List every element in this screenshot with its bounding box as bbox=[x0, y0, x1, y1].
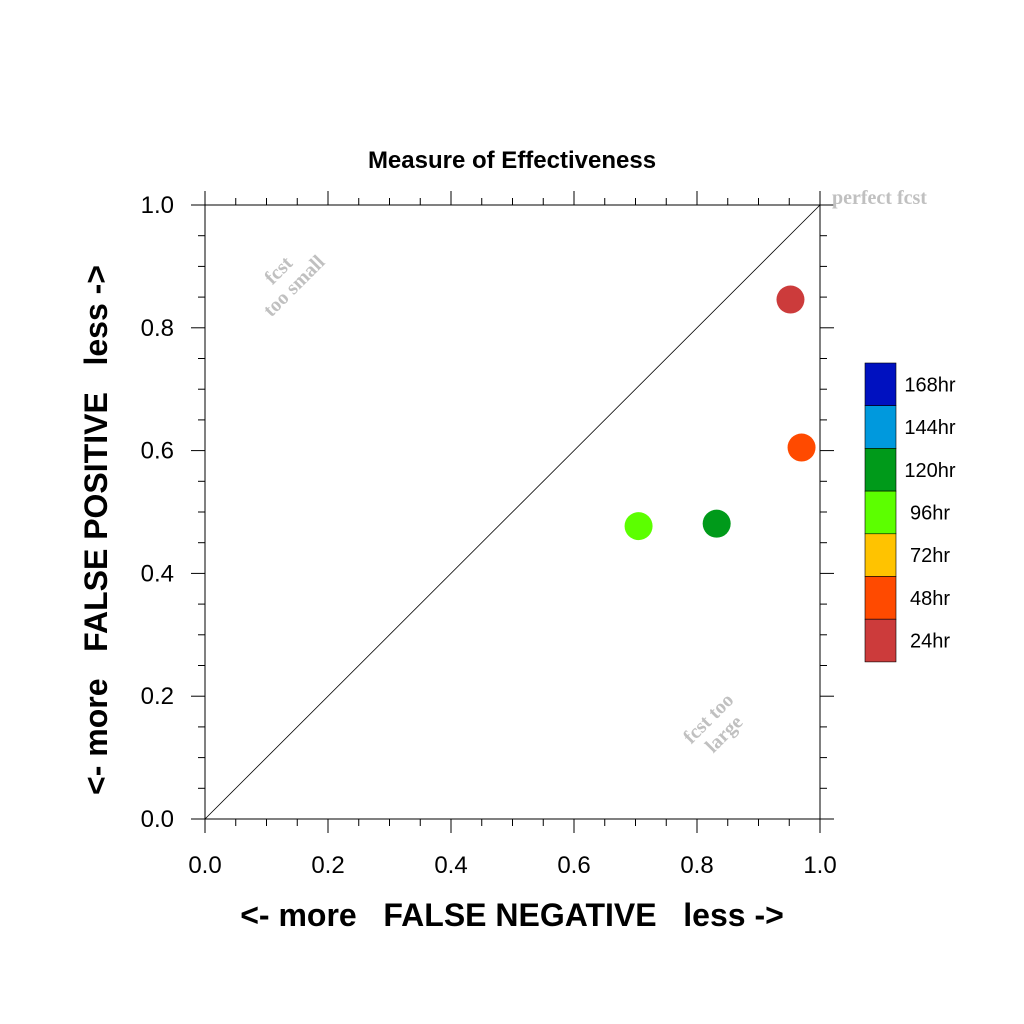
point-48hr bbox=[787, 433, 816, 462]
y-tick-label: 0.4 bbox=[141, 560, 174, 587]
point-120hr bbox=[702, 509, 731, 538]
legend-swatch-168hr bbox=[864, 362, 897, 407]
x-tick-label: 0.0 bbox=[188, 852, 221, 879]
annotation-perfect-forecast: perfect fcst bbox=[832, 187, 927, 209]
legend-swatch-24hr bbox=[864, 618, 897, 663]
point-96hr bbox=[624, 512, 653, 541]
legend: 168hr 144hr 120hr 96hr 72hr 48hr 24hr bbox=[864, 362, 956, 663]
y-tick-label: 0.0 bbox=[141, 806, 174, 833]
x-axis-label: <- more FALSE NEGATIVE less -> bbox=[240, 897, 784, 933]
annotation-too-large: fcst too large bbox=[679, 689, 747, 757]
x-tick-label: 0.4 bbox=[434, 852, 467, 879]
data-points bbox=[624, 285, 816, 541]
x-tick-label: 0.8 bbox=[680, 852, 713, 879]
legend-label-168hr: 168hr bbox=[904, 374, 955, 396]
legend-swatch-72hr bbox=[864, 533, 897, 577]
legend-label-48hr: 48hr bbox=[910, 588, 950, 610]
y-tick-label: 0.2 bbox=[141, 683, 174, 710]
legend-label-120hr: 120hr bbox=[904, 460, 955, 482]
x-tick-label: 1.0 bbox=[803, 852, 836, 879]
legend-swatch-48hr bbox=[864, 576, 897, 620]
legend-swatch-120hr bbox=[864, 448, 897, 492]
y-tick-label: 0.8 bbox=[141, 315, 174, 342]
x-tick-label: 0.6 bbox=[557, 852, 590, 879]
y-tick-labels: 0.0 0.2 0.4 0.6 0.8 1.0 bbox=[141, 192, 174, 833]
legend-label-96hr: 96hr bbox=[910, 502, 950, 524]
annotation-too-small-line2: too small bbox=[259, 251, 329, 321]
chart-title: Measure of Effectiveness bbox=[368, 147, 656, 174]
legend-swatch-144hr bbox=[864, 405, 897, 449]
y-tick-label: 0.6 bbox=[141, 438, 174, 465]
y-tick-label: 1.0 bbox=[141, 192, 174, 219]
point-24hr bbox=[776, 285, 805, 314]
legend-label-24hr: 24hr bbox=[910, 631, 950, 653]
x-tick-labels: 0.0 0.2 0.4 0.6 0.8 1.0 bbox=[188, 852, 836, 879]
perfect-forecast-line bbox=[204, 204, 821, 820]
x-tick-label: 0.2 bbox=[311, 852, 344, 879]
axis-ticks bbox=[191, 191, 834, 833]
legend-label-144hr: 144hr bbox=[904, 417, 955, 439]
legend-label-72hr: 72hr bbox=[910, 545, 950, 567]
annotation-too-small: fcst too small bbox=[259, 251, 329, 321]
y-axis-label: <- more FALSE POSITIVE less -> bbox=[78, 265, 114, 795]
legend-swatch-96hr bbox=[864, 490, 897, 535]
